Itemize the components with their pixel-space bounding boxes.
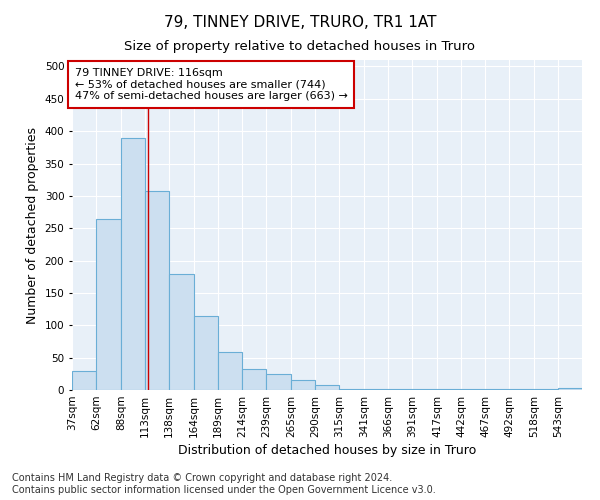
Bar	[558, 388, 582, 390]
Bar	[121, 138, 145, 390]
Bar	[218, 352, 242, 390]
Bar	[339, 388, 364, 390]
Bar	[194, 316, 218, 390]
Text: 79 TINNEY DRIVE: 116sqm
← 53% of detached houses are smaller (744)
47% of semi-d: 79 TINNEY DRIVE: 116sqm ← 53% of detache…	[75, 68, 348, 101]
Bar	[145, 190, 169, 390]
Bar	[169, 274, 194, 390]
Bar	[72, 370, 96, 390]
Bar	[96, 218, 121, 390]
Bar	[291, 380, 315, 390]
Text: Size of property relative to detached houses in Truro: Size of property relative to detached ho…	[125, 40, 476, 53]
Bar	[266, 374, 291, 390]
X-axis label: Distribution of detached houses by size in Truro: Distribution of detached houses by size …	[178, 444, 476, 457]
Y-axis label: Number of detached properties: Number of detached properties	[26, 126, 39, 324]
Bar	[242, 370, 266, 390]
Text: Contains HM Land Registry data © Crown copyright and database right 2024.
Contai: Contains HM Land Registry data © Crown c…	[12, 474, 436, 495]
Bar	[315, 386, 339, 390]
Text: 79, TINNEY DRIVE, TRURO, TR1 1AT: 79, TINNEY DRIVE, TRURO, TR1 1AT	[164, 15, 436, 30]
